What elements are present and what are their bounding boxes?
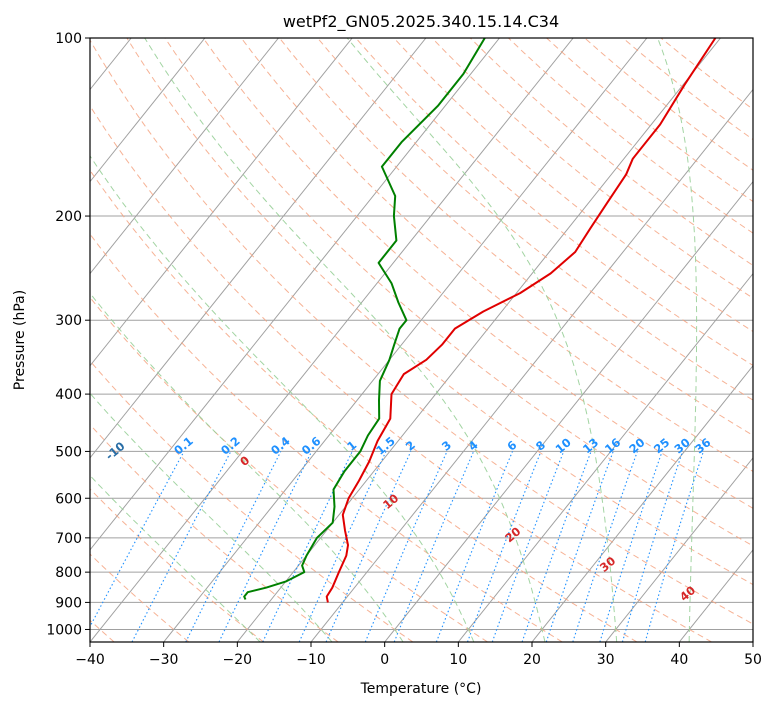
dry-adiabat-110 [317,38,753,401]
y-tick-label: 600 [55,491,82,507]
dry-adiabat-150 [469,38,753,267]
x-tick-label: 30 [597,652,615,668]
temperature-line [325,38,717,603]
mixing-ratio-line-0.1 [90,451,185,628]
y-tick-label: 300 [55,313,82,329]
dry-adiabat-90 [240,38,753,473]
mixing-ratio-line-36 [644,451,704,642]
moist-adiabat-40 [657,38,698,642]
mixing-ratio-line-1.5 [298,451,387,642]
x-tick-label: 0 [380,652,389,668]
moist-adiabat-10 [90,155,475,642]
isotherm--20 [236,38,721,642]
mixing-ratio-line-20 [572,451,638,642]
x-tick-label: 50 [744,652,762,668]
y-tick-label: 1000 [46,622,82,638]
dry-adiabat-140 [431,38,753,299]
dry-adiabat-40 [90,105,712,642]
plot-frame [89,37,754,643]
mixing-ratio-line-10 [491,451,565,642]
y-tick-label: 100 [55,31,82,47]
x-tick-label: −30 [149,652,179,668]
x-tick-label: 40 [670,652,688,668]
y-tick-label: 400 [55,387,82,403]
mixing-ratio-line-25 [599,451,663,642]
x-tick-label: −40 [75,652,105,668]
dry-adiabat-50 [90,39,753,625]
x-tick-label: −20 [223,652,253,668]
dry-adiabat-80 [202,38,753,509]
profile-lines [243,38,717,603]
mixing-ratio-line-3 [364,451,448,642]
isotherm-50 [752,641,753,642]
isotherm-10 [457,272,753,642]
moist-adiabat--20 [90,474,261,642]
y-tick-label: 500 [55,444,82,460]
isotherm--60 [90,38,427,459]
mixing-ratio-line-30 [621,451,684,642]
dry-adiabat-20 [90,233,563,642]
y-tick-label: 900 [55,595,82,611]
mixing-ratio-line-13 [521,451,592,642]
x-tick-label: 20 [523,652,541,668]
isotherm--80 [90,38,279,275]
axis-ticks: −40 −30 −20 −10 0 10 20 30 40 50 1000 900 800 700 600 5… [46,31,762,668]
y-tick-label: 800 [55,565,82,581]
x-tick-label: −10 [296,652,326,668]
dry-adiabat-100 [279,38,753,436]
isotherm-0 [384,180,753,642]
dewpoint-line [243,38,486,600]
y-axis-label: Pressure (hPa) [12,290,28,390]
isotherm--50 [90,38,500,551]
isotherm-30 [605,457,753,642]
isotherm-20 [531,364,753,642]
chart-title: wetPf2_GN05.2025.340.15.14.C34 [283,12,559,32]
x-axis-label: Temperature (°C) [360,681,482,697]
isotherm--30 [163,38,648,642]
mixing-ratio-line-1 [262,451,353,642]
grid-layer [0,38,753,642]
isotherm--90 [90,38,206,183]
isotherm--70 [90,38,353,367]
mixing-ratio-line-2 [325,451,412,642]
dry-adiabat-70 [164,38,753,547]
mixing-ratio-line-0.6 [218,451,313,642]
dry-adiabat-160 [508,38,753,234]
x-tick-label: 10 [449,652,467,668]
y-tick-label: 200 [55,209,82,225]
isotherm--110 [0,38,58,642]
dry-adiabat-label--20: -20 [7,399,32,423]
dry-adiabat--10 [90,423,339,642]
dry-adiabat-10 [90,296,488,642]
plot-background [90,38,753,642]
mixing-ratio-line-0.4 [185,451,282,642]
isotherm--40 [90,38,574,642]
moist-adiabat-0 [90,292,404,642]
mixing-ratio-lines [90,451,704,642]
dry-adiabats [90,38,753,642]
moist-adiabat-20 [144,38,546,642]
y-tick-label: 700 [55,531,82,547]
mixing-ratio-line-16 [545,451,614,642]
